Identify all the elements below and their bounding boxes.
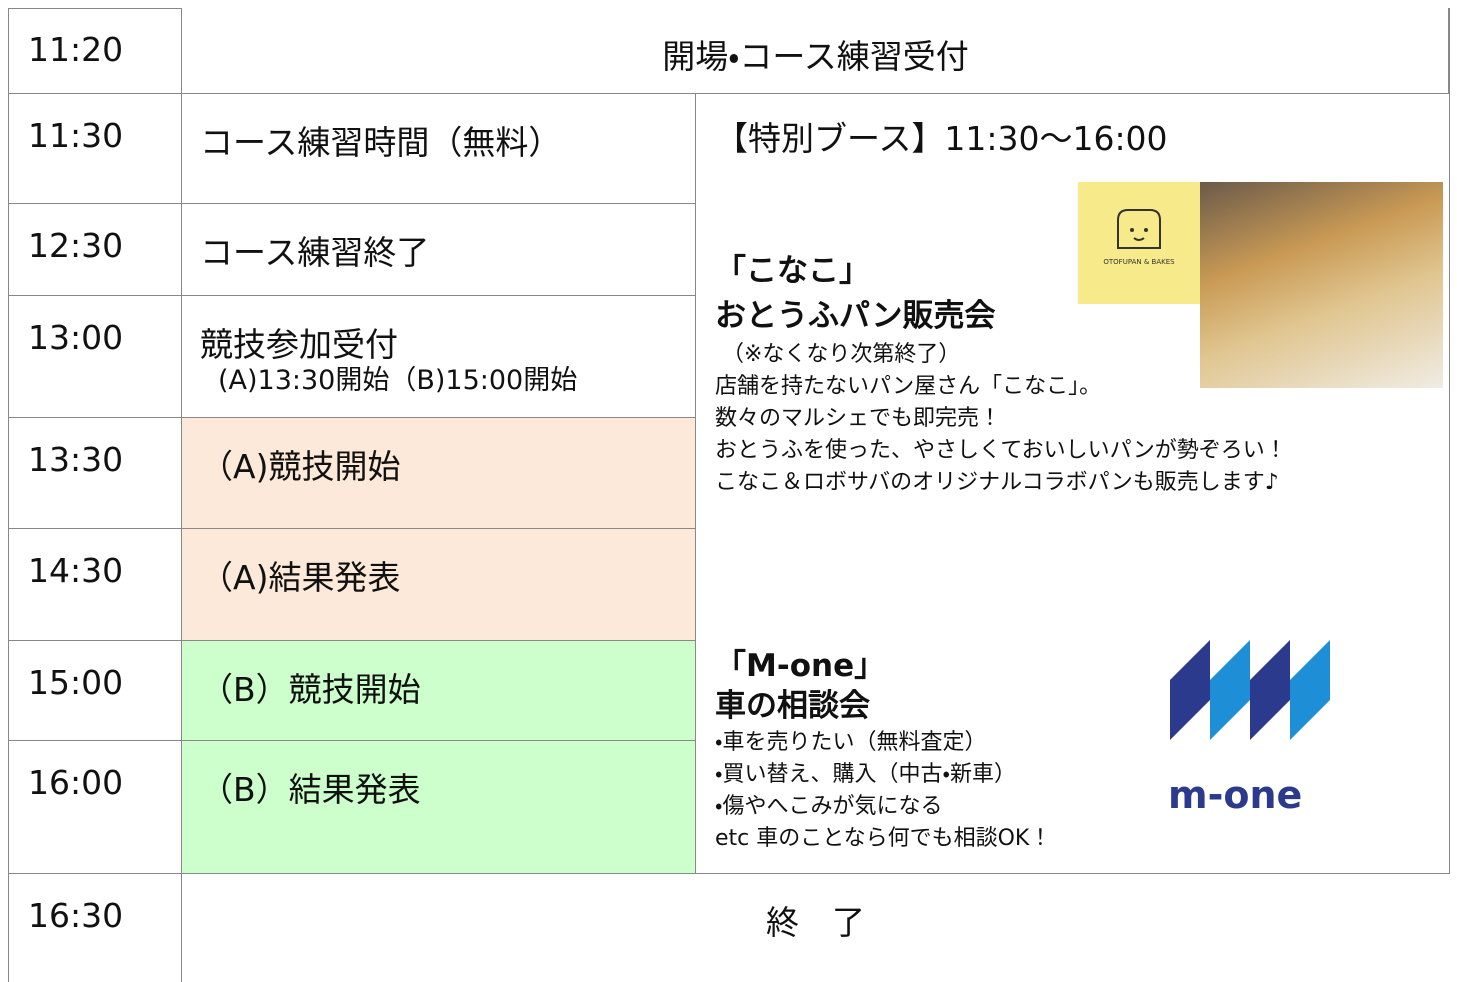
booth-cell	[696, 94, 1450, 874]
booth-line: ・車を売りたい（無料査定）	[715, 730, 987, 755]
time: 12:30	[28, 226, 124, 265]
event-cell	[182, 529, 696, 641]
time-cell	[8, 641, 182, 741]
time-cell	[8, 874, 182, 982]
event-cell	[182, 641, 696, 741]
booth-heading: 【特別ブース】11:30〜16:00	[715, 119, 1168, 158]
booth-line: ・傷やへこみが気になる	[715, 794, 943, 819]
time-cell	[8, 204, 182, 296]
event-cell	[182, 418, 696, 529]
time: 16:00	[28, 763, 124, 802]
booth-title: 「こなこ」	[715, 253, 870, 289]
time: 13:00	[28, 318, 124, 357]
event: （B）競技開始	[200, 670, 421, 709]
event: （B）結果発表	[200, 770, 421, 809]
booth-title: おとうふパン販売会	[715, 298, 996, 334]
booth-line: おとうふを使った、やさしくておいしいパンが勢ぞろい！	[715, 438, 1287, 463]
time-cell	[8, 529, 182, 641]
booth-line: etc 車のことなら何でも相談OK！	[715, 826, 1052, 851]
time-cell	[8, 741, 182, 874]
time: 11:20	[28, 30, 124, 69]
event: コース練習時間（無料）	[200, 123, 562, 162]
booth-line: こなこ＆ロボサバのオリジナルコラボパンも販売します♪	[715, 470, 1279, 495]
mone-logo: m-one	[1168, 640, 1330, 817]
time-cell	[8, 296, 182, 418]
booth-line: 店舗を持たないパン屋さん「こなこ」。	[715, 374, 1102, 399]
booth-title: 車の相談会	[715, 688, 870, 724]
booth-note: （※なくなり次第終了）	[722, 342, 961, 367]
time: 13:30	[28, 440, 124, 479]
event-cell	[182, 204, 696, 296]
event-cell	[182, 741, 696, 874]
event: （A)結果発表	[200, 558, 401, 597]
event-note: (A)13:30開始（B)15:00開始	[218, 365, 578, 396]
logo-text: m-one	[1168, 773, 1302, 817]
event-cell	[182, 296, 696, 418]
event: （A)競技開始	[200, 447, 401, 486]
event-cell	[182, 8, 1449, 94]
event: 開場・コース練習受付	[662, 37, 969, 76]
time: 16:30	[28, 896, 124, 935]
time: 14:30	[28, 551, 124, 590]
outer-left	[8, 8, 9, 982]
event-cell	[182, 874, 1449, 982]
event-cell	[182, 94, 696, 204]
event: コース練習終了	[200, 233, 430, 272]
time: 11:30	[28, 116, 124, 155]
kanako-logo-icon: OTOFUPAN & BAKES	[1103, 209, 1175, 266]
kanako-logo: OTOFUPAN & BAKES	[1078, 182, 1200, 304]
booth-line: 数々のマルシェでも即完売！	[715, 406, 1002, 431]
booth-line: ・買い替え、購入（中古・新車）	[715, 762, 1016, 787]
logo-text: OTOFUPAN & BAKES	[1103, 258, 1175, 266]
booth-title: 「M-one」	[715, 648, 886, 684]
event: 競技参加受付	[200, 325, 398, 364]
time: 15:00	[28, 663, 124, 702]
event: 終 了	[766, 903, 865, 942]
time-cell	[8, 418, 182, 529]
bread-photo	[1200, 182, 1443, 388]
time-cell	[8, 8, 182, 94]
time-cell	[8, 94, 182, 204]
